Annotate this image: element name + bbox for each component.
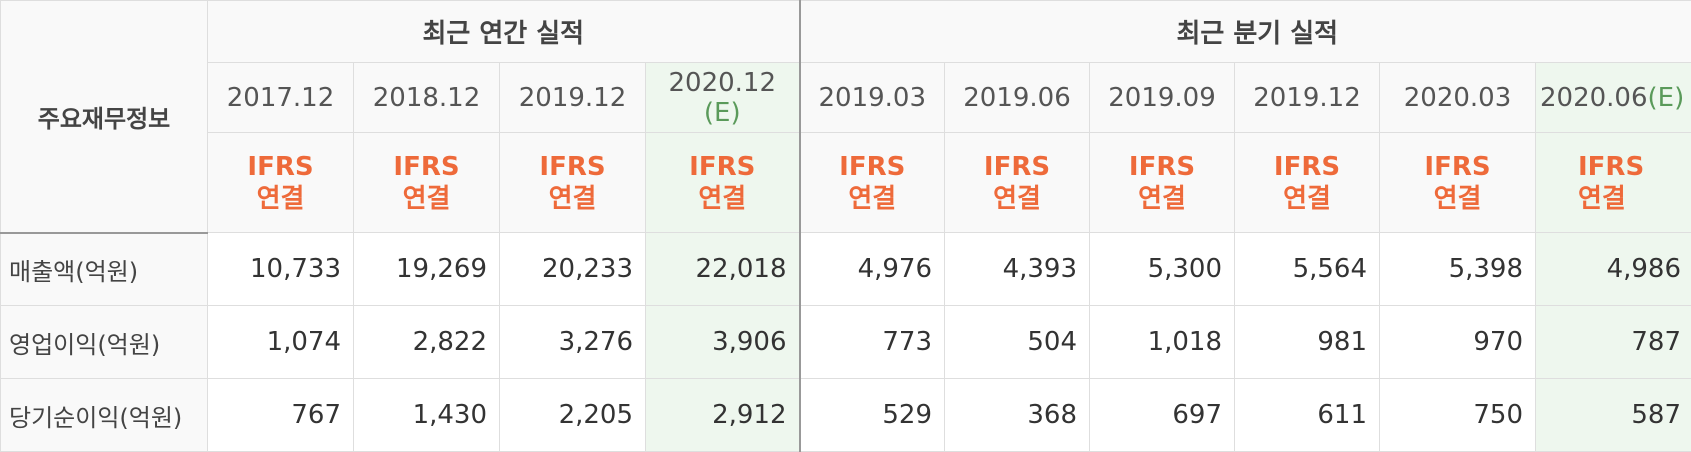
column-date: 2019.12: [1234, 62, 1380, 133]
date-label: 2020.12: [668, 67, 777, 98]
table-cell: 1,018: [1089, 305, 1235, 379]
table-cell-estimate: 587: [1535, 378, 1691, 452]
row-label-operating-profit: 영업이익(억원): [0, 305, 208, 379]
ifrs-label: IFRS 연결: [499, 132, 646, 233]
table-cell: 10,733: [207, 232, 354, 306]
table-cell: 5,398: [1379, 232, 1536, 306]
table-row: 영업이익(억원) 1,074 2,822 3,276 3,906 773 504…: [0, 305, 1691, 379]
table-cell: 529: [798, 378, 945, 452]
date-label: 2019.09: [1108, 82, 1216, 113]
ifrs-label: IFRS 연결: [645, 132, 800, 233]
table-cell: 767: [207, 378, 354, 452]
column-date-estimate: 2020.12 (E): [645, 62, 800, 133]
ifrs-label: IFRS 연결: [1089, 132, 1235, 233]
row-label-net-income: 당기순이익(억원): [0, 378, 208, 452]
table-cell: 750: [1379, 378, 1536, 452]
table-cell-estimate: 3,906: [645, 305, 800, 379]
ifrs-label: IFRS 연결: [1535, 132, 1691, 233]
table-cell: 611: [1234, 378, 1380, 452]
table-cell: 3,276: [499, 305, 646, 379]
column-date: 2019.03: [798, 62, 945, 133]
table-cell: 697: [1089, 378, 1235, 452]
table-cell: 2,205: [499, 378, 646, 452]
table-row: 매출액(억원) 10,733 19,269 20,233 22,018 4,97…: [0, 232, 1691, 306]
table-cell: 20,233: [499, 232, 646, 306]
table-cell-estimate: 2,912: [645, 378, 800, 452]
column-date: 2020.03: [1379, 62, 1536, 133]
table-cell-estimate: 787: [1535, 305, 1691, 379]
date-label: 2019.12: [1253, 82, 1361, 113]
date-header-row: 2017.12 2018.12 2019.12 2020.12 (E) 2019.…: [1, 62, 1691, 133]
ifrs-header-row: IFRS 연결 IFRS 연결 IFRS 연결 IFRS 연결 IFRS 연결 IFRS 연…: [1, 132, 1691, 233]
table-cell: 19,269: [353, 232, 500, 306]
column-date: 2017.12: [207, 62, 354, 133]
column-date: 2019.09: [1089, 62, 1235, 133]
date-label: 2020.06: [1540, 82, 1648, 113]
date-label: 2020.03: [1403, 82, 1512, 113]
annual-group-header: 최근 연간 실적: [207, 0, 800, 63]
column-date-estimate: 2020.06(E): [1535, 62, 1691, 133]
corner-label: 주요재무정보: [0, 0, 208, 234]
ifrs-label: IFRS 연결: [1379, 132, 1536, 233]
table-cell: 368: [944, 378, 1090, 452]
table-cell-estimate: 22,018: [645, 232, 800, 306]
table-cell: 504: [944, 305, 1090, 379]
ifrs-label: IFRS 연결: [798, 132, 945, 233]
group-header-row: 주요재무정보 최근 연간 실적 최근 분기 실적: [0, 0, 1691, 234]
quarterly-group-header: 최근 분기 실적: [798, 0, 1691, 63]
table-cell: 4,393: [944, 232, 1090, 306]
table-cell: 981: [1234, 305, 1380, 379]
table-cell-estimate: 4,986: [1535, 232, 1691, 306]
table-cell: 2,822: [353, 305, 500, 379]
estimate-marker: (E): [1647, 82, 1685, 113]
date-label: 2019.03: [818, 82, 927, 113]
column-date: 2019.06: [944, 62, 1090, 133]
ifrs-label: IFRS 연결: [353, 132, 500, 233]
ifrs-label: IFRS 연결: [207, 132, 354, 233]
ifrs-label: IFRS 연결: [1234, 132, 1380, 233]
row-label-revenue: 매출액(억원): [0, 232, 208, 306]
table-cell: 970: [1379, 305, 1536, 379]
date-label: 2019.12: [518, 82, 627, 113]
ifrs-label: IFRS 연결: [944, 132, 1090, 233]
date-label: 2019.06: [963, 82, 1071, 113]
table-cell: 4,976: [798, 232, 945, 306]
column-date: 2019.12: [499, 62, 646, 133]
estimate-marker: (E): [703, 97, 741, 128]
table-cell: 5,300: [1089, 232, 1235, 306]
table-cell: 5,564: [1234, 232, 1380, 306]
date-label: 2017.12: [226, 82, 335, 113]
table-cell: 773: [798, 305, 945, 379]
table-row: 당기순이익(억원) 767 1,430 2,205 2,912 529 368 …: [0, 378, 1691, 452]
column-date: 2018.12: [353, 62, 500, 133]
date-label: 2018.12: [372, 82, 481, 113]
table-cell: 1,430: [353, 378, 500, 452]
table-cell: 1,074: [207, 305, 354, 379]
